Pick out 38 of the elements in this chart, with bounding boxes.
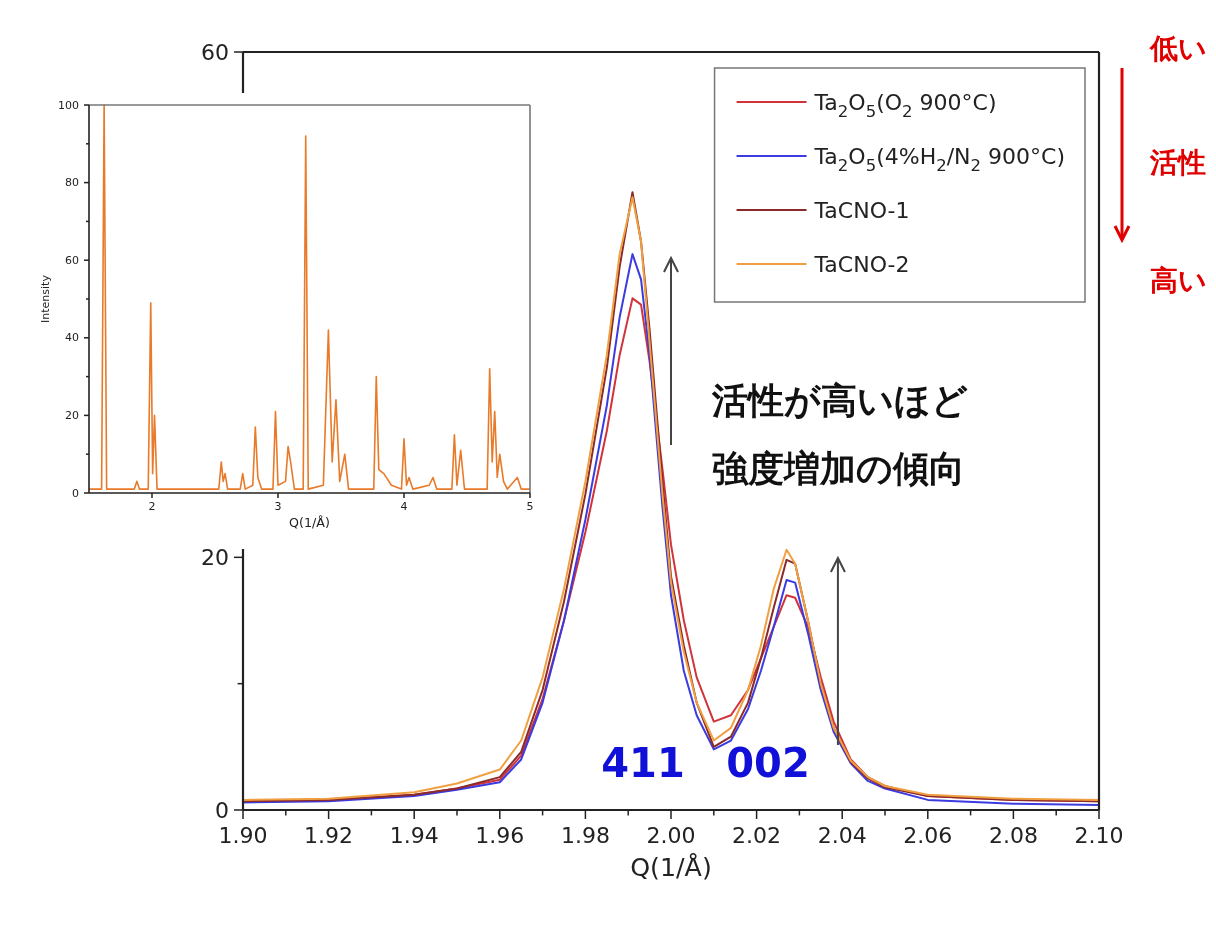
x-tick-label: 5	[526, 500, 534, 514]
x-tick-label: 1.96	[475, 823, 525, 849]
y-tick-label: 40	[65, 331, 79, 345]
text: 低い	[1148, 31, 1207, 65]
y-tick-label: 80	[65, 176, 79, 190]
y-tick-label: 20	[201, 544, 229, 570]
x-tick-label: 2.02	[732, 823, 782, 849]
x-tick-label: 1.98	[560, 823, 610, 849]
x-axis-title: Q(1/Å)	[289, 514, 330, 530]
x-axis-title: Q(1/Å)	[630, 853, 712, 883]
y-tick-label: 0	[215, 797, 229, 823]
legend-label: TaCNO-1	[813, 197, 910, 223]
y-axis-title: Intensity	[39, 274, 53, 323]
x-tick-label: 3	[274, 500, 282, 514]
x-tick-label: 1.90	[218, 823, 268, 849]
x-tick-label: 2.08	[988, 823, 1038, 849]
annotation: 411	[601, 740, 685, 786]
y-tick-label: 0	[72, 486, 79, 500]
annotation: 強度増加の傾向	[712, 447, 965, 489]
legend-label: TaCNO-2	[813, 251, 910, 277]
text: 活性	[1149, 145, 1206, 179]
y-tick-label: 100	[58, 98, 79, 112]
x-tick-label: 2	[148, 500, 156, 514]
x-tick-label: 2.00	[646, 823, 696, 849]
annotation: 002	[726, 740, 810, 786]
x-tick-label: 1.94	[389, 823, 439, 849]
text: 高い	[1149, 263, 1207, 297]
x-tick-label: 4	[400, 500, 408, 514]
y-tick-label: 20	[65, 408, 79, 422]
x-tick-label: 2.10	[1074, 823, 1124, 849]
legend-label: Ta$_{2}$O$_{5}$(O$_{2}$ 900°C)	[813, 89, 997, 121]
annotation: 活性が高いほど	[711, 379, 968, 421]
x-tick-label: 2.06	[903, 823, 953, 849]
text: Ta$_{2}$O$_{5}$(4%H$_{2}$/N$_{2}$ 900°C)	[814, 143, 1065, 175]
x-tick-label: 1.92	[304, 823, 354, 849]
y-tick-label: 60	[201, 39, 229, 65]
y-tick-label: 60	[65, 253, 79, 267]
x-tick-label: 2.04	[817, 823, 867, 849]
